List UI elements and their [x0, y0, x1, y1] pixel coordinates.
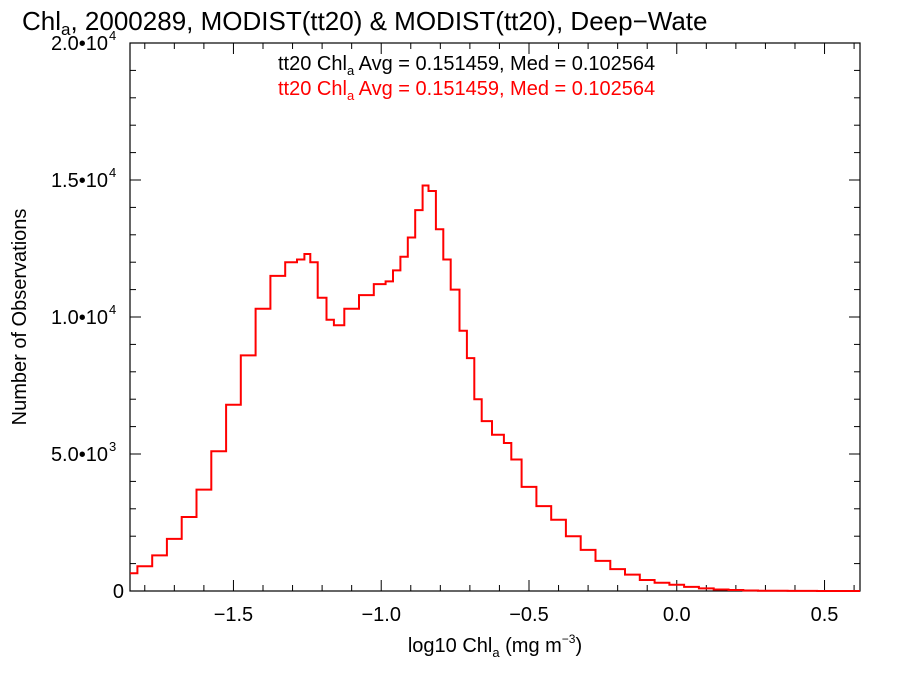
plot-frame [129, 42, 861, 592]
x-tick-label: 0.0 [663, 604, 691, 626]
chart-title: Chla, 2000289, MODIST(tt20) & MODIST(tt2… [22, 6, 707, 39]
y-tick-label: 1.5•10 [51, 170, 108, 192]
x-axis-label: log10 Chla (mg m−3) [408, 632, 582, 660]
y-tick-exponent: 4 [109, 28, 116, 43]
axis-ticks [130, 42, 860, 592]
x-tick-labels: −1.5 −1.0 −0.5 0.0 0.5 [214, 604, 839, 626]
y-axis-label: Number of Observations [9, 209, 31, 426]
y-tick-exponent: 4 [109, 165, 116, 180]
y-tick-label: 0 [113, 581, 124, 603]
stats-annotation-line: tt20 Chla Avg = 0.151459, Med = 0.102564 [278, 78, 655, 103]
y-tick-exponent: 4 [109, 302, 116, 317]
stats-annotations: tt20 Chla Avg = 0.151459, Med = 0.102564… [278, 53, 655, 103]
x-tick-label: −0.5 [509, 604, 548, 626]
stats-annotation-line: tt20 Chla Avg = 0.151459, Med = 0.102564 [278, 53, 655, 78]
x-tick-label: −1.0 [361, 604, 400, 626]
y-tick-label: 1.0•10 [51, 307, 108, 329]
y-tick-exponent: 3 [109, 439, 116, 454]
x-tick-label: −1.5 [214, 604, 253, 626]
y-tick-label: 5.0•10 [51, 444, 108, 466]
y-tick-labels: 05.0•10 31.0•10 41.5•10 42.0•10 4 [51, 28, 124, 603]
x-tick-label: 0.5 [811, 604, 839, 626]
y-tick-label: 2.0•10 [51, 33, 108, 55]
histogram-series-line [130, 184, 860, 592]
